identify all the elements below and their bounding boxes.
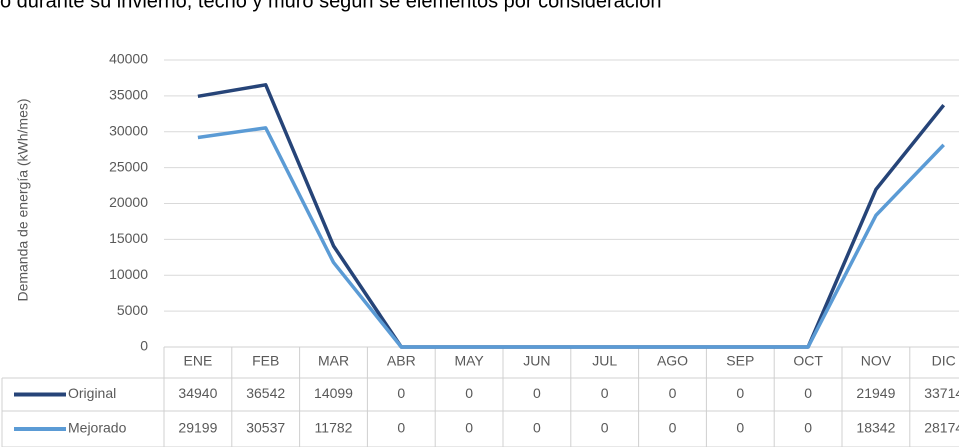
table-value: 21949 <box>856 385 895 401</box>
x-tick-label: FEB <box>252 353 279 369</box>
y-tick-label: 40000 <box>109 51 148 67</box>
table-value: 28174 <box>924 420 959 436</box>
legend-label: Original <box>68 385 116 401</box>
table-value: 11782 <box>315 420 353 436</box>
table-value: 0 <box>736 385 744 401</box>
x-tick-label: ABR <box>387 353 416 369</box>
table-value: 0 <box>601 420 609 436</box>
table-value: 0 <box>804 385 812 401</box>
table-value: 0 <box>397 420 405 436</box>
table-value: 34940 <box>178 385 217 401</box>
table-value: 0 <box>465 385 473 401</box>
table-value: 33714 <box>924 385 959 401</box>
x-tick-label: DIC <box>932 353 956 369</box>
series-line <box>197 126 945 349</box>
y-tick-label: 25000 <box>109 158 148 174</box>
table-value: 14099 <box>314 385 353 401</box>
table-value: 36542 <box>246 385 285 401</box>
y-axis-label: Demanda de energía (kWh/mes) <box>15 98 31 301</box>
x-tick-label: MAY <box>454 353 484 369</box>
table-value: 0 <box>669 420 677 436</box>
table-value: 0 <box>736 420 744 436</box>
x-tick-label: MAR <box>318 353 349 369</box>
table-value: 0 <box>397 385 405 401</box>
legend-label: Mejorado <box>68 420 127 436</box>
y-tick-label: 35000 <box>109 87 148 103</box>
table-value: 0 <box>601 385 609 401</box>
table-value: 0 <box>533 385 541 401</box>
table-value: 0 <box>804 420 812 436</box>
table-value: 30537 <box>246 420 285 436</box>
table-value: 0 <box>533 420 541 436</box>
x-tick-label: OCT <box>793 353 823 369</box>
y-tick-label: 10000 <box>109 266 148 282</box>
x-tick-label: NOV <box>861 353 892 369</box>
x-tick-label: ENE <box>184 353 213 369</box>
y-tick-label: 5000 <box>117 302 148 318</box>
y-tick-label: 0 <box>140 338 148 354</box>
table-value: 29199 <box>178 420 217 436</box>
table-value: 18342 <box>856 420 895 436</box>
table-value: 0 <box>669 385 677 401</box>
x-tick-label: SEP <box>726 353 754 369</box>
caption: o durante su invierno, techo y muro segú… <box>0 0 662 12</box>
table-value: 0 <box>465 420 473 436</box>
y-tick-label: 15000 <box>109 230 148 246</box>
x-tick-label: AGO <box>657 353 688 369</box>
x-tick-label: JUN <box>523 353 550 369</box>
y-tick-label: 30000 <box>109 122 148 138</box>
x-tick-label: JUL <box>592 353 617 369</box>
y-tick-label: 20000 <box>109 194 148 210</box>
